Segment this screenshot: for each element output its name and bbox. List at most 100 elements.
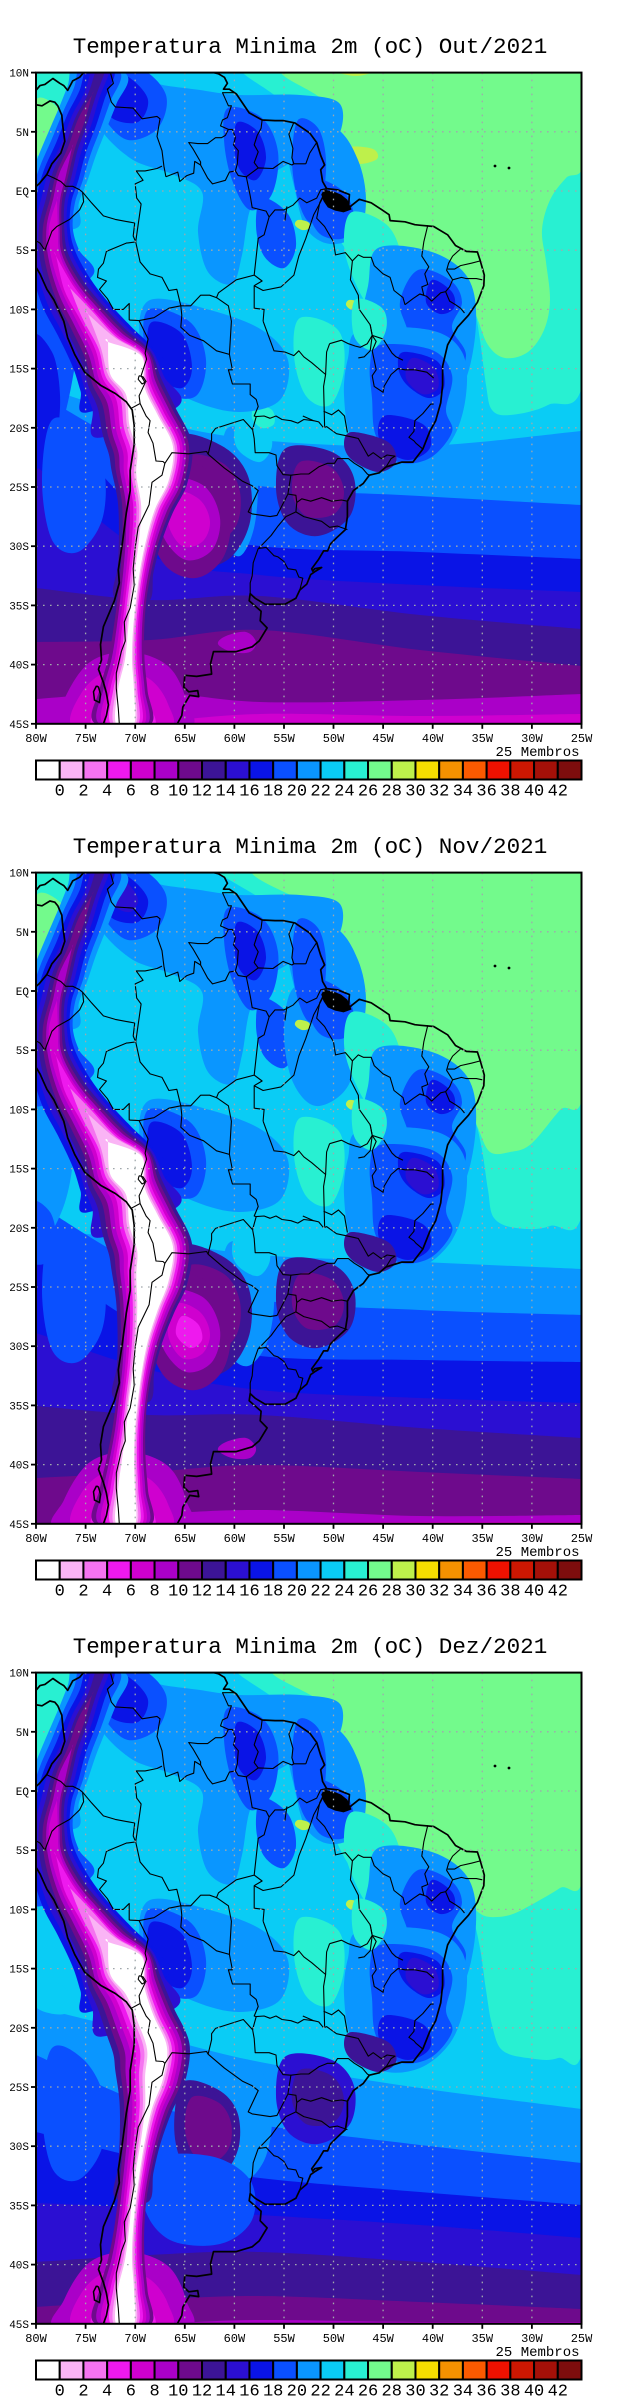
svg-text:16: 16 — [239, 1583, 259, 1601]
svg-text:65W: 65W — [174, 2332, 196, 2346]
svg-text:32: 32 — [429, 783, 449, 801]
svg-text:55W: 55W — [273, 732, 295, 746]
svg-text:38: 38 — [500, 2383, 520, 2400]
svg-text:22: 22 — [310, 783, 330, 801]
svg-text:30S: 30S — [9, 542, 29, 554]
svg-text:45S: 45S — [9, 2320, 29, 2332]
svg-text:34: 34 — [453, 1583, 473, 1601]
svg-text:15S: 15S — [9, 1165, 29, 1177]
svg-text:35S: 35S — [9, 601, 29, 613]
svg-text:28: 28 — [382, 2383, 402, 2400]
svg-text:20S: 20S — [9, 1224, 29, 1236]
svg-text:5N: 5N — [16, 928, 29, 940]
svg-text:30: 30 — [405, 1583, 425, 1601]
svg-text:15S: 15S — [9, 365, 29, 377]
svg-text:22: 22 — [310, 1583, 330, 1601]
svg-text:40W: 40W — [422, 732, 444, 746]
svg-text:5N: 5N — [16, 1728, 29, 1740]
svg-text:8: 8 — [149, 1583, 159, 1601]
svg-text:10N: 10N — [9, 869, 29, 881]
svg-text:28: 28 — [382, 1583, 402, 1601]
svg-text:32: 32 — [429, 2383, 449, 2400]
svg-text:40: 40 — [524, 2383, 544, 2400]
svg-text:40S: 40S — [9, 1461, 29, 1473]
svg-text:15S: 15S — [9, 1965, 29, 1977]
svg-text:16: 16 — [239, 2383, 259, 2400]
svg-text:25S: 25S — [9, 483, 29, 495]
svg-text:4: 4 — [102, 1583, 112, 1601]
svg-text:25W: 25W — [571, 1532, 593, 1546]
svg-text:40: 40 — [524, 1583, 544, 1601]
svg-text:80W: 80W — [25, 732, 47, 746]
svg-text:30W: 30W — [521, 2332, 543, 2346]
svg-text:60W: 60W — [224, 732, 246, 746]
svg-text:70W: 70W — [124, 732, 146, 746]
svg-text:32: 32 — [429, 1583, 449, 1601]
svg-text:18: 18 — [263, 2383, 283, 2400]
svg-text:25S: 25S — [9, 2083, 29, 2095]
svg-text:14: 14 — [216, 1583, 236, 1601]
svg-text:34: 34 — [453, 2383, 473, 2400]
svg-text:16: 16 — [239, 783, 259, 801]
svg-text:28: 28 — [382, 783, 402, 801]
svg-text:25S: 25S — [9, 1283, 29, 1295]
svg-text:30S: 30S — [9, 1342, 29, 1354]
svg-text:35S: 35S — [9, 1401, 29, 1413]
svg-text:24: 24 — [334, 2383, 354, 2400]
svg-text:2: 2 — [78, 783, 88, 801]
svg-text:26: 26 — [358, 1583, 378, 1601]
svg-text:45W: 45W — [372, 732, 394, 746]
svg-text:38: 38 — [500, 1583, 520, 1601]
svg-text:12: 12 — [192, 2383, 212, 2400]
svg-text:5S: 5S — [16, 1846, 30, 1858]
svg-text:80W: 80W — [25, 1532, 47, 1546]
svg-text:35W: 35W — [471, 1532, 493, 1546]
svg-text:14: 14 — [216, 783, 236, 801]
svg-text:50W: 50W — [323, 2332, 345, 2346]
svg-text:25 Membros: 25 Membros — [495, 745, 579, 761]
svg-text:50W: 50W — [323, 732, 345, 746]
svg-text:6: 6 — [126, 1583, 136, 1601]
svg-text:20: 20 — [287, 1583, 307, 1601]
svg-text:42: 42 — [548, 783, 568, 801]
svg-text:42: 42 — [548, 2383, 568, 2400]
svg-text:10: 10 — [168, 1583, 188, 1601]
svg-text:42: 42 — [548, 1583, 568, 1601]
svg-text:0: 0 — [55, 1583, 65, 1601]
svg-text:55W: 55W — [273, 2332, 295, 2346]
svg-text:20: 20 — [287, 783, 307, 801]
svg-text:70W: 70W — [124, 2332, 146, 2346]
svg-text:10: 10 — [168, 2383, 188, 2400]
svg-text:24: 24 — [334, 1583, 354, 1601]
svg-text:40S: 40S — [9, 661, 29, 673]
svg-text:60W: 60W — [224, 2332, 246, 2346]
svg-text:70W: 70W — [124, 1532, 146, 1546]
svg-text:36: 36 — [476, 2383, 496, 2400]
svg-text:2: 2 — [78, 2383, 88, 2400]
svg-text:5S: 5S — [16, 1046, 30, 1058]
svg-text:35S: 35S — [9, 2201, 29, 2213]
svg-text:80W: 80W — [25, 2332, 47, 2346]
svg-text:60W: 60W — [224, 1532, 246, 1546]
svg-text:10S: 10S — [9, 1105, 29, 1117]
svg-text:34: 34 — [453, 783, 473, 801]
svg-text:18: 18 — [263, 1583, 283, 1601]
svg-text:8: 8 — [149, 2383, 159, 2400]
svg-text:75W: 75W — [75, 2332, 97, 2346]
svg-text:0: 0 — [55, 2383, 65, 2400]
svg-text:12: 12 — [192, 1583, 212, 1601]
svg-text:Temperatura Minima 2m (oC) Out: Temperatura Minima 2m (oC) Out/2021 — [73, 34, 548, 60]
svg-text:Temperatura Minima 2m (oC) Nov: Temperatura Minima 2m (oC) Nov/2021 — [73, 834, 548, 860]
svg-text:Temperatura Minima 2m (oC) Dez: Temperatura Minima 2m (oC) Dez/2021 — [73, 1634, 548, 1660]
svg-text:45W: 45W — [372, 1532, 394, 1546]
svg-text:2: 2 — [78, 1583, 88, 1601]
svg-text:20: 20 — [287, 2383, 307, 2400]
svg-text:6: 6 — [126, 2383, 136, 2400]
svg-text:40S: 40S — [9, 2261, 29, 2273]
svg-text:30S: 30S — [9, 2142, 29, 2154]
svg-text:8: 8 — [149, 783, 159, 801]
svg-text:25W: 25W — [571, 2332, 593, 2346]
svg-text:45W: 45W — [372, 2332, 394, 2346]
svg-text:45S: 45S — [9, 1520, 29, 1532]
svg-text:12: 12 — [192, 783, 212, 801]
